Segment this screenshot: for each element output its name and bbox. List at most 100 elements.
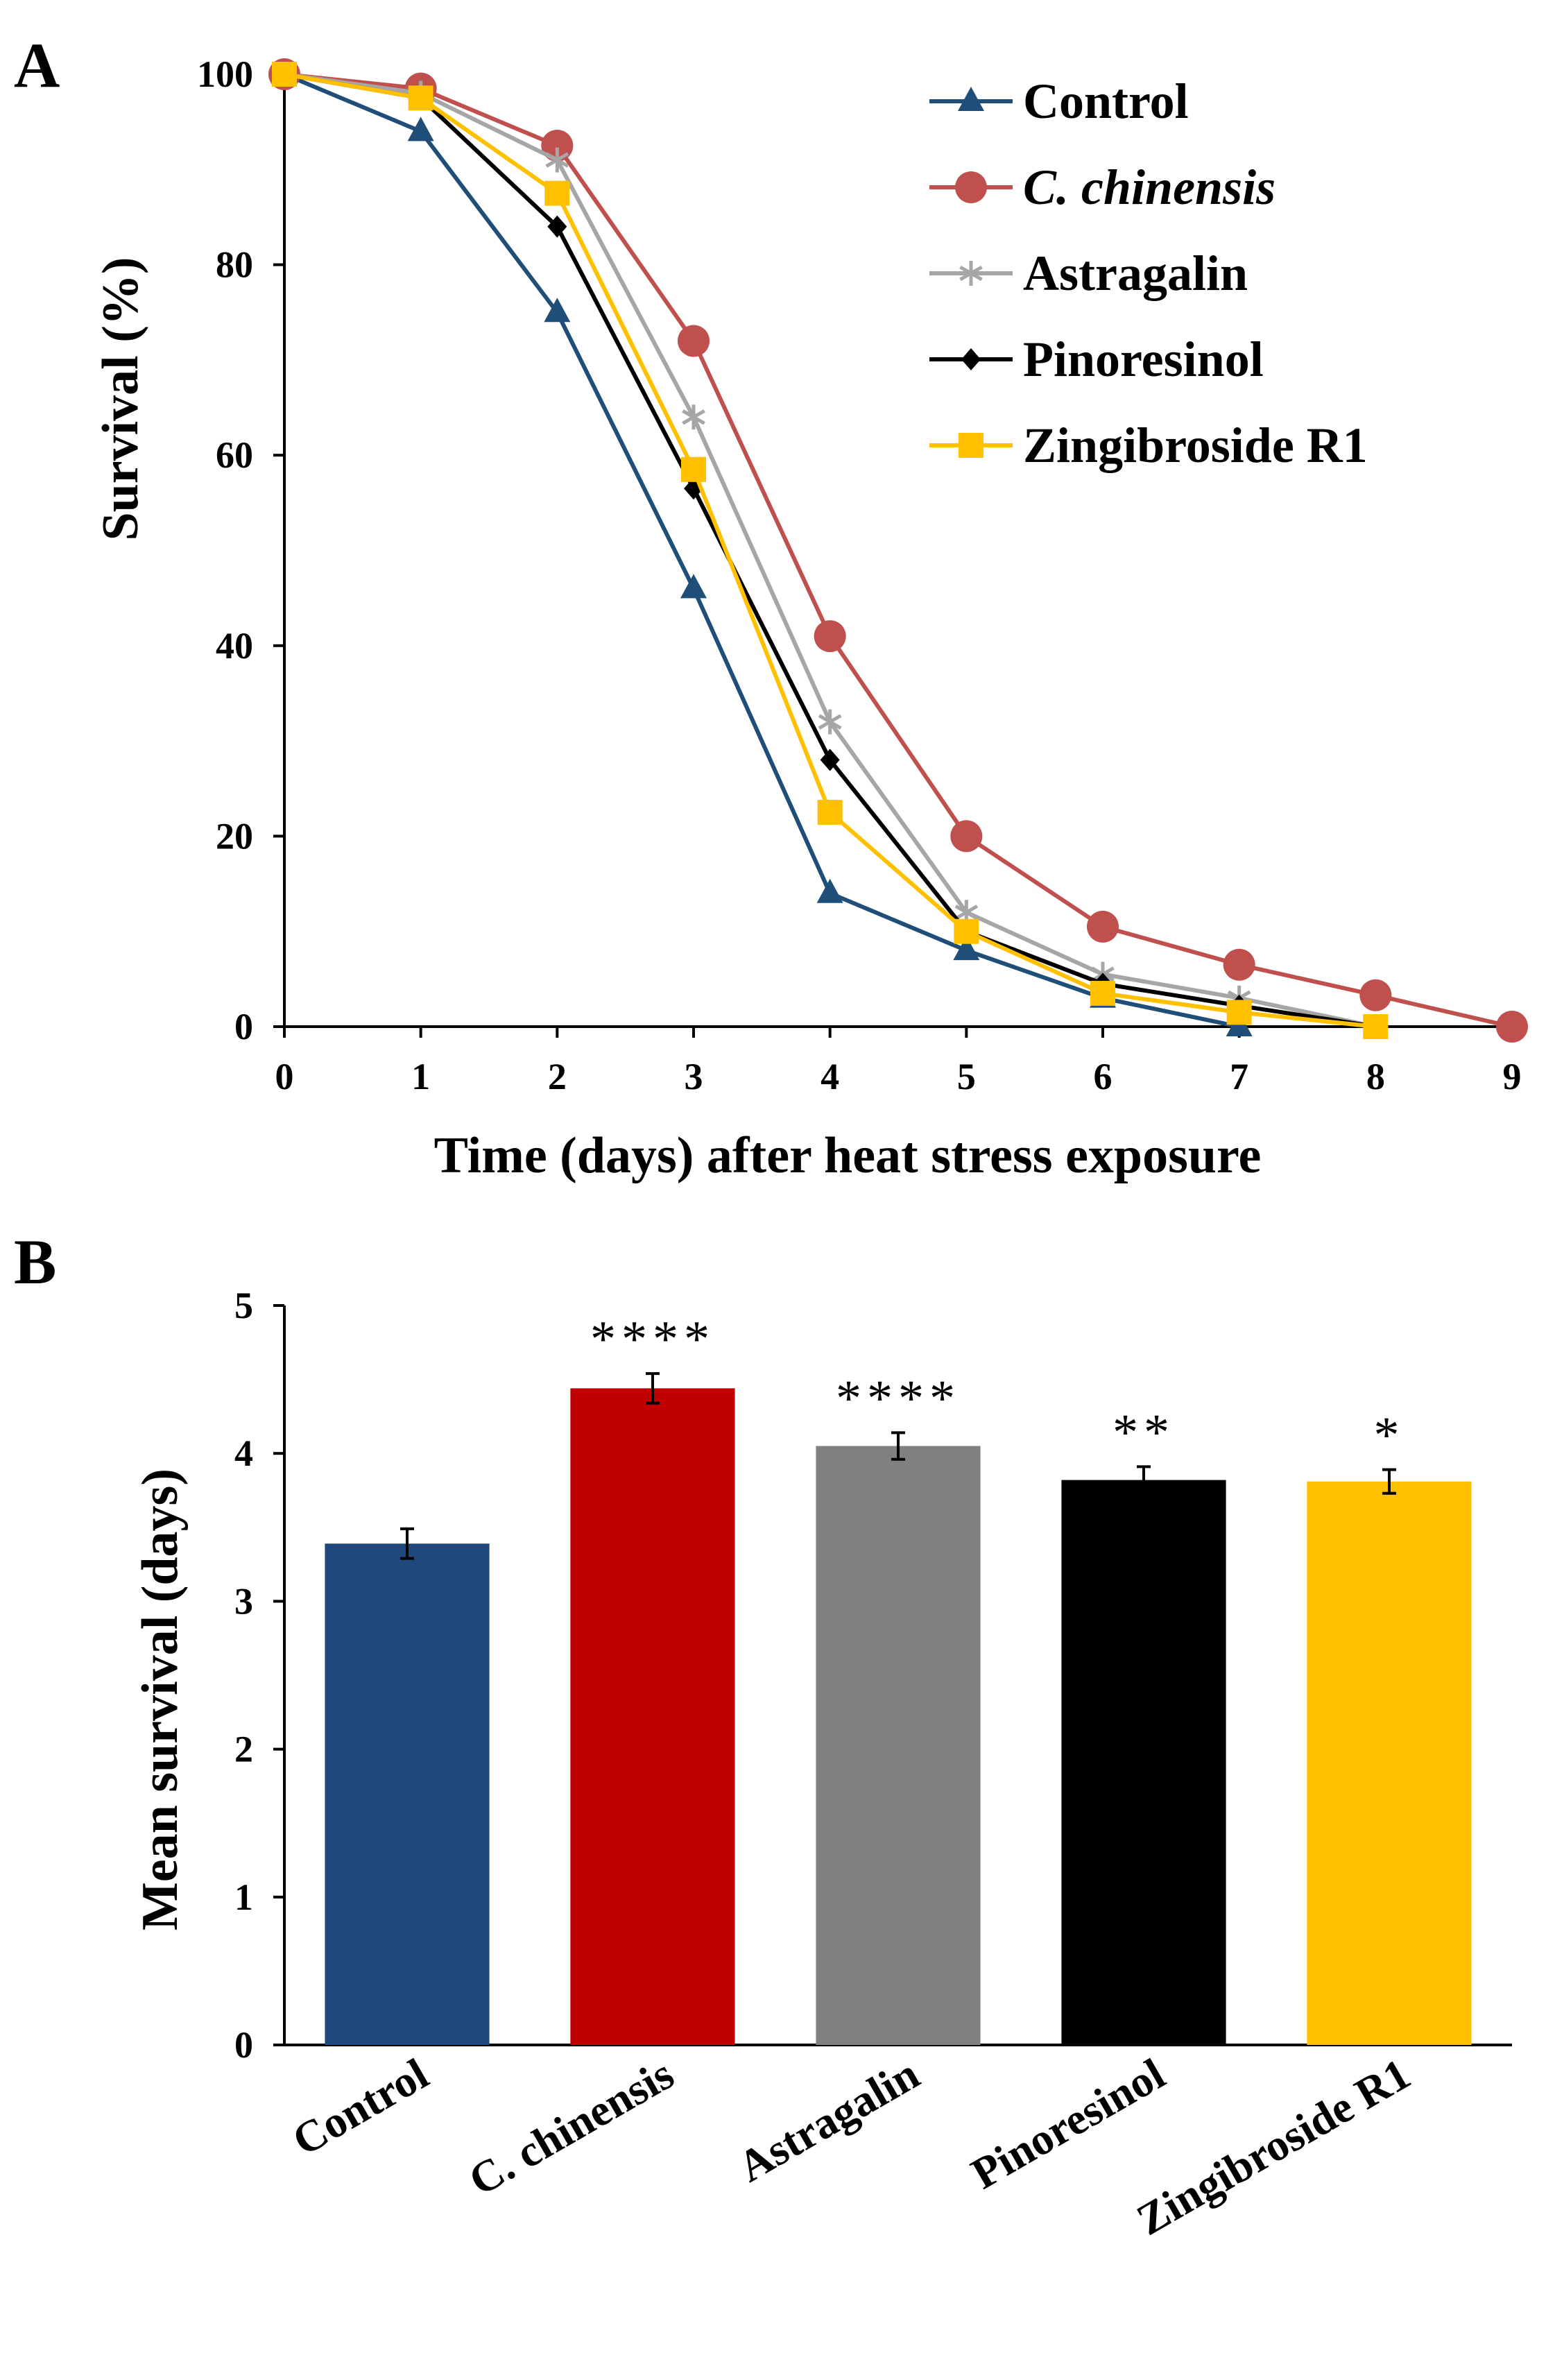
panel-b-y-tick-label-4: 4 bbox=[234, 1432, 253, 1474]
series-zingibroside-r1-point-0-shape bbox=[272, 62, 297, 87]
series-zingibroside-r1-point-8 bbox=[1363, 1014, 1389, 1039]
bar-zingibroside-r1-group: * bbox=[1307, 1407, 1472, 2045]
series-astragalin-point-3 bbox=[682, 404, 705, 430]
panel-a-legend: Control C. chinensis Astragalin Pinoresinol… bbox=[929, 74, 1368, 473]
legend-entry-c-chinensis: C. chinensis bbox=[929, 160, 1275, 215]
series-zingibroside-r1-point-0 bbox=[272, 62, 297, 87]
legend-entry-astragalin-marker bbox=[959, 261, 983, 286]
series-control-point-5-shape bbox=[953, 936, 980, 961]
panel-a-x-tick-label-6: 6 bbox=[1094, 1056, 1112, 1097]
series-c-chinensis bbox=[268, 58, 1528, 1043]
panel-a-axes bbox=[273, 73, 1513, 1038]
bar-c-chinensis-group: **** bbox=[570, 1311, 735, 2045]
panel-a-x-tick-label-5: 5 bbox=[957, 1056, 976, 1097]
series-zingibroside-r1-point-6 bbox=[1090, 980, 1115, 1006]
series-zingibroside-r1-point-7 bbox=[1226, 1000, 1252, 1025]
panel-b-letter: B bbox=[14, 1226, 56, 1297]
series-c-chinensis-point-6 bbox=[1087, 910, 1119, 943]
series-pinoresinol-point-4 bbox=[820, 748, 840, 771]
panel-a-y-tick-label-80: 80 bbox=[216, 244, 253, 286]
legend-entry-control-marker bbox=[958, 87, 984, 111]
panel-a-y-axis-title: Survival (%) bbox=[92, 257, 149, 540]
series-c-chinensis-point-9-shape bbox=[1496, 1011, 1528, 1043]
bar-zingibroside-r1 bbox=[1307, 1481, 1472, 2045]
series-astragalin-point-3-stroke bbox=[682, 409, 705, 425]
series-astragalin-point-4-stroke bbox=[818, 714, 842, 730]
bar-astragalin bbox=[816, 1446, 981, 2045]
panel-a-x-tick-label-1: 1 bbox=[411, 1056, 430, 1097]
bar-c-chinensis bbox=[570, 1388, 735, 2045]
panel-b-bars-group: ********** * bbox=[325, 1311, 1472, 2045]
bar-zingibroside-r1-significance: * bbox=[1374, 1407, 1405, 1464]
series-control-point-3-shape bbox=[680, 574, 707, 599]
legend-entry-zingibroside-r1-marker-shape bbox=[959, 433, 983, 458]
bar-pinoresinol-group: ** bbox=[1061, 1404, 1226, 2045]
panel-b-y-axis-title: Mean survival (days) bbox=[132, 1469, 189, 1930]
panel-a-y-tick-label-20: 20 bbox=[216, 815, 253, 857]
panel-a-x-tick-label-8: 8 bbox=[1366, 1056, 1385, 1097]
legend-entry-c-chinensis-marker bbox=[955, 171, 987, 203]
legend-entry-control-label: Control bbox=[1023, 74, 1189, 129]
series-control-point-4-shape bbox=[816, 878, 843, 903]
panel-a-y-tick-label-0: 0 bbox=[234, 1006, 253, 1047]
series-zingibroside-r1-point-4 bbox=[817, 800, 843, 825]
panel-b-category-labels: Control C. chinensis Astragalin Pinoresinol… bbox=[284, 2049, 1418, 2245]
series-control-point-1 bbox=[407, 117, 434, 142]
series-c-chinensis-point-8-shape bbox=[1359, 979, 1392, 1011]
series-astragalin-point-5-stroke bbox=[954, 905, 979, 921]
series-control-point-4 bbox=[816, 878, 843, 903]
series-zingibroside-r1-point-3 bbox=[681, 456, 706, 482]
series-control-point-3 bbox=[680, 574, 707, 599]
panel-a-letter: A bbox=[14, 30, 60, 101]
panel-a-survival-line-chart: A 0 20 40 60 80 100 0 1 2 3 4 5 6 7 8 9 Survival (%) T… bbox=[14, 30, 1528, 1184]
legend-entry-pinoresinol: Pinoresinol bbox=[929, 332, 1264, 387]
legend-entry-control-marker-shape bbox=[958, 87, 984, 111]
panel-a-y-tick-label-60: 60 bbox=[216, 434, 253, 476]
series-zingibroside-r1-point-2 bbox=[544, 180, 570, 206]
panel-b-y-tick-labels: 0 1 2 3 4 5 bbox=[234, 1285, 253, 2066]
bar-control bbox=[325, 1543, 490, 2045]
series-zingibroside-r1-point-4-shape bbox=[817, 800, 843, 825]
series-control-line bbox=[283, 72, 1240, 1029]
bar-pinoresinol bbox=[1061, 1480, 1226, 2045]
series-c-chinensis-point-5-shape bbox=[950, 820, 983, 853]
series-astragalin-point-2 bbox=[545, 147, 569, 173]
panel-b-y-tick-label-3: 3 bbox=[234, 1580, 253, 1622]
bar-c-chinensis-significance: **** bbox=[590, 1311, 715, 1368]
panel-a-x-tick-label-0: 0 bbox=[275, 1056, 294, 1097]
series-c-chinensis-point-7 bbox=[1223, 948, 1255, 981]
series-c-chinensis-point-3-shape bbox=[678, 325, 710, 357]
bar-control-group bbox=[325, 1527, 490, 2045]
series-zingibroside-r1-point-5-shape bbox=[954, 918, 979, 944]
series-zingibroside-r1-point-7-shape bbox=[1226, 1000, 1252, 1025]
series-c-chinensis-point-7-shape bbox=[1223, 948, 1255, 981]
category-label-pinoresinol: Pinoresinol bbox=[963, 2049, 1173, 2199]
series-c-chinensis-point-4 bbox=[814, 620, 846, 653]
series-zingibroside-r1 bbox=[272, 62, 1389, 1039]
series-zingibroside-r1-point-2-shape bbox=[544, 180, 570, 206]
legend-entry-pinoresinol-marker bbox=[961, 348, 981, 370]
panel-a-x-tick-label-4: 4 bbox=[821, 1056, 839, 1097]
series-control-point-2-shape bbox=[544, 298, 571, 323]
series-zingibroside-r1-point-8-shape bbox=[1363, 1014, 1389, 1039]
category-label-zingibroside-r1: Zingibroside R1 bbox=[1128, 2049, 1418, 2245]
legend-entry-pinoresinol-label: Pinoresinol bbox=[1023, 332, 1264, 387]
series-c-chinensis-line bbox=[284, 72, 1513, 1029]
series-c-chinensis-point-3 bbox=[678, 325, 710, 357]
bar-pinoresinol-significance: ** bbox=[1112, 1404, 1175, 1461]
series-c-chinensis-point-6-shape bbox=[1087, 910, 1119, 943]
panel-b-y-tick-label-5: 5 bbox=[234, 1285, 253, 1326]
bar-astragalin-significance: **** bbox=[836, 1370, 961, 1427]
series-astragalin-point-2-stroke bbox=[545, 152, 569, 168]
series-zingibroside-r1-point-1-shape bbox=[408, 85, 433, 111]
legend-entry-c-chinensis-marker-shape bbox=[955, 171, 987, 203]
series-control-point-2 bbox=[544, 298, 571, 323]
panel-a-x-tick-label-2: 2 bbox=[548, 1056, 567, 1097]
series-c-chinensis-point-5 bbox=[950, 820, 983, 853]
legend-entry-c-chinensis-label: C. chinensis bbox=[1023, 160, 1275, 215]
series-c-chinensis-point-4-shape bbox=[814, 620, 846, 653]
panel-a-x-tick-label-3: 3 bbox=[685, 1056, 703, 1097]
panel-a-y-tick-labels: 0 20 40 60 80 100 bbox=[197, 53, 253, 1047]
series-c-chinensis-point-8 bbox=[1359, 979, 1392, 1011]
